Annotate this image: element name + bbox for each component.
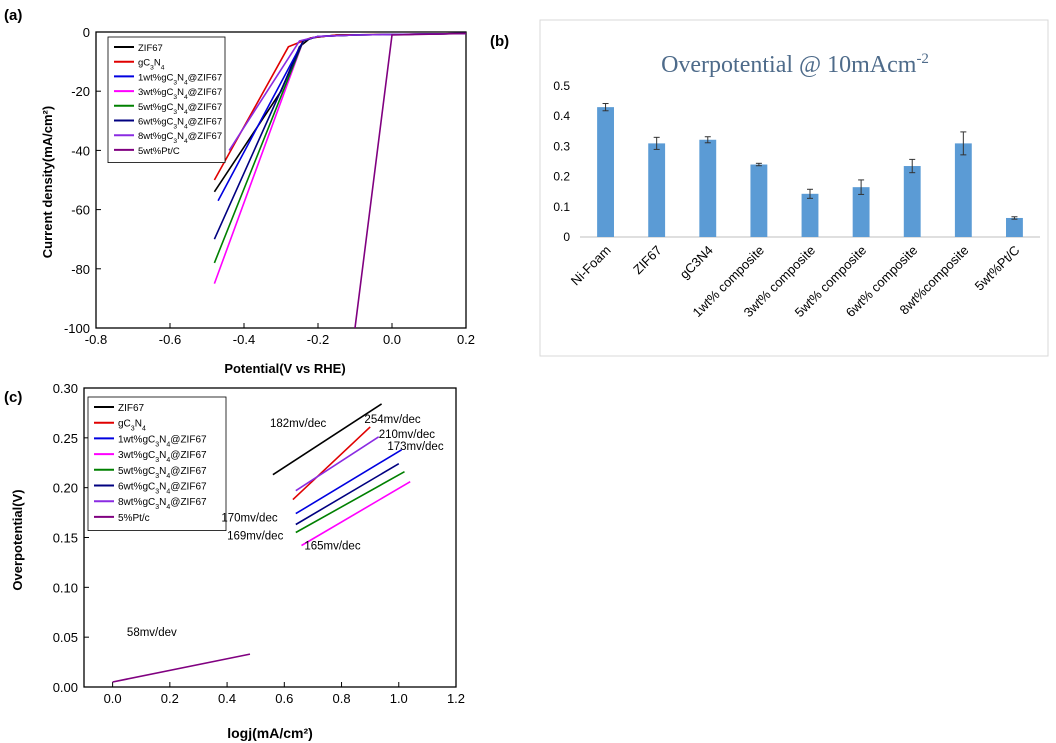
series-line: [295, 449, 403, 515]
y-tick-label: 0.30: [53, 381, 78, 396]
legend-label: ZIF67: [138, 43, 163, 54]
bar: [852, 187, 870, 237]
slope-annotation: 182mv/dec: [270, 418, 327, 430]
panel-c-ylabel: Overpotential(V): [10, 489, 25, 590]
slope-annotation: 210mv/dec: [379, 429, 436, 441]
series-line: [295, 463, 400, 526]
x-tick-label: -0.4: [233, 332, 255, 347]
slope-annotation: 169mv/dec: [227, 530, 284, 542]
bar: [597, 107, 614, 237]
series-line: [213, 32, 467, 181]
x-tick-label: 1.2: [447, 691, 465, 706]
x-tick-label: -0.2: [307, 332, 329, 347]
slope-annotation: 58mv/dev: [127, 627, 177, 639]
x-tick-label: -0.8: [85, 332, 107, 347]
panel-c-xlabel: logj(mA/cm²): [227, 725, 313, 741]
panel-c-label: (c): [4, 389, 22, 406]
y-tick-label: 0.10: [53, 580, 78, 595]
series-line: [213, 32, 467, 264]
y-tick-label: 0: [83, 25, 90, 40]
series-line: [292, 426, 371, 501]
y-tick-label: -60: [71, 203, 90, 218]
series-line: [295, 471, 405, 534]
y-tick-label: -40: [71, 143, 90, 158]
y-tick-label: 0: [563, 230, 570, 244]
legend-label: 5wt%gC3N4@ZIF67: [118, 466, 207, 480]
legend-label: 8wt%gC3N4@ZIF67: [138, 131, 222, 145]
legend-label: 5wt%Pt/C: [138, 146, 180, 157]
x-tick-label: 0.2: [457, 332, 475, 347]
legend-box: [107, 36, 226, 163]
y-tick-label: -100: [64, 321, 90, 336]
legend-label: 3wt%gC3N4@ZIF67: [138, 87, 222, 101]
bar: [750, 164, 768, 237]
panel-b-title: Overpotential @ 10mAcm-2: [661, 51, 929, 78]
x-tick-label: 0.2: [161, 691, 179, 706]
legend-label: gC3N4: [138, 58, 165, 72]
slope-annotation: 165mv/dec: [304, 540, 361, 552]
panel-c-chart: 0.0 0.2 0.4 0.6 0.8 1.0 1.2 0.00 0.05 0.10 0.15 0.2…: [53, 381, 465, 706]
x-tick-label: 0.0: [104, 691, 122, 706]
bar: [1006, 217, 1023, 237]
panel-a-xlabel: Potential(V vs RHE): [224, 361, 345, 376]
x-tick-label: 0.4: [218, 691, 236, 706]
series-line: [112, 653, 251, 683]
legend-label: 5%Pt/c: [118, 513, 150, 524]
series-line: [217, 32, 467, 202]
panel-a-chart: -0.8 -0.6 -0.4 -0.2 0.0 0.2 0 -20 -40 -60 -80 -100 Z…: [64, 25, 475, 347]
y-tick-label: 0.4: [553, 109, 570, 123]
slope-annotation: 170mv/dec: [221, 513, 278, 525]
bar: [954, 143, 972, 237]
bar: [801, 193, 819, 237]
legend-label: ZIF67: [118, 403, 145, 414]
x-tick-label: 0.0: [383, 332, 401, 347]
y-tick-label: 0.3: [553, 139, 570, 153]
plot-frame: [95, 31, 467, 329]
series-line: [228, 32, 467, 151]
y-tick-label: 0.00: [53, 680, 78, 695]
x-tick-label: 0.8: [332, 691, 350, 706]
y-tick-label: 0.25: [53, 431, 78, 446]
panel-a-label: (a): [4, 7, 22, 24]
y-tick-label: 0.1: [553, 200, 570, 214]
legend-label: gC3N4: [118, 419, 146, 433]
slope-annotation: 173mv/dec: [387, 441, 444, 453]
y-tick-label: 0.05: [53, 630, 78, 645]
legend-box: [87, 396, 227, 532]
legend-label: 5wt%gC3N4@ZIF67: [138, 102, 222, 116]
y-tick-label: 0.2: [553, 170, 570, 184]
legend-label: 8wt%gC3N4@ZIF67: [118, 497, 207, 511]
x-tick-label: 1.0: [390, 691, 408, 706]
panel-b-label: (b): [490, 33, 509, 50]
bar: [648, 143, 666, 237]
y-tick-label: 0.5: [553, 79, 570, 93]
legend-label: 1wt%gC3N4@ZIF67: [118, 434, 207, 448]
y-tick-label: 0.20: [53, 481, 78, 496]
y-tick-label: -80: [71, 262, 90, 277]
legend-label: 6wt%gC3N4@ZIF67: [138, 117, 222, 131]
y-tick-label: 0.15: [53, 531, 78, 546]
series-line: [295, 436, 380, 492]
y-tick-label: -20: [71, 84, 90, 99]
series-line: [301, 481, 411, 547]
x-tick-label: -0.6: [159, 332, 181, 347]
panel-a-ylabel: Current density(mA/cm²): [40, 106, 55, 258]
series-line: [213, 32, 467, 284]
legend-label: 6wt%gC3N4@ZIF67: [118, 482, 207, 496]
legend-label: 1wt%gC3N4@ZIF67: [138, 72, 222, 86]
slope-annotation: 254mv/dec: [364, 414, 421, 426]
bar: [699, 139, 717, 237]
bar: [903, 166, 921, 237]
x-tick-label: 0.6: [275, 691, 293, 706]
series-line: [354, 32, 467, 329]
legend-label: 3wt%gC3N4@ZIF67: [118, 450, 207, 464]
series-line: [272, 403, 383, 476]
